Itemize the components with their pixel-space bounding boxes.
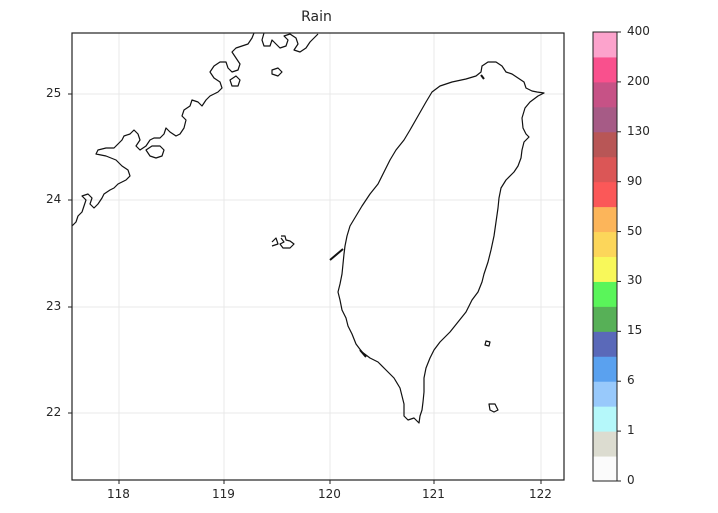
mainland-coastline (71, 32, 255, 227)
colorbar-band (593, 256, 617, 282)
colorbar-band (593, 381, 617, 407)
colorbar-tick-label: 15 (627, 323, 643, 338)
x-tick-label: 119 (212, 487, 235, 501)
colorbar-tick-label: 50 (627, 223, 643, 238)
colorbar-band (593, 131, 617, 158)
colorbar-tick-label: 130 (627, 123, 650, 138)
x-tick-label: 121 (422, 487, 445, 501)
y-tick-label: 23 (46, 299, 62, 313)
penghu-islands (271, 235, 295, 249)
x-tick-label: 118 (107, 487, 130, 501)
colorbar-tick-label: 1 (627, 423, 635, 438)
colorbar-tick-label: 400 (627, 24, 650, 38)
colorbar-band (593, 231, 617, 257)
chart-title: Rain (301, 9, 332, 25)
colorbar-band (593, 406, 617, 432)
y-tick-label: 24 (46, 192, 62, 206)
colorbar-band (593, 156, 617, 183)
taiwan-coastline (337, 61, 545, 424)
colorbar-band (593, 206, 617, 233)
colorbar-tick-label: 200 (627, 73, 650, 88)
colorbar-band (593, 181, 617, 208)
y-tick-label: 25 (46, 86, 62, 100)
gridlines (72, 33, 564, 480)
colorbar-tick-label: 6 (627, 373, 635, 388)
colorbar (593, 32, 617, 482)
axes-frame (71, 32, 565, 481)
colorbar-band (593, 456, 617, 482)
colorbar-band (593, 81, 617, 108)
colorbar-band (593, 106, 617, 133)
colorbar-band (593, 56, 617, 83)
colorbar-band (593, 331, 617, 357)
x-tick-label: 122 (529, 487, 552, 501)
y-tick-label: 22 (46, 405, 62, 419)
colorbar-tick-label: 90 (627, 173, 643, 188)
colorbar-band (593, 306, 617, 332)
x-tick-label: 120 (318, 487, 341, 501)
colorbar-band (593, 431, 617, 457)
colorbar-band (593, 356, 617, 382)
colorbar-band (593, 32, 617, 58)
colorbar-tick-label: 30 (627, 273, 643, 288)
colorbar-tick-label: 0 (627, 473, 635, 487)
colorbar-band (593, 281, 617, 307)
green-island (484, 340, 491, 347)
orchid-island (488, 403, 499, 413)
